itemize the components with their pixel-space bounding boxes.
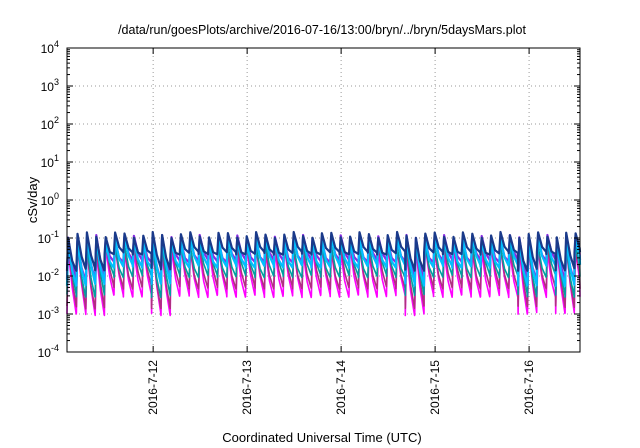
x-axis-label: Coordinated Universal Time (UTC) <box>222 430 421 445</box>
x-tick-label: 2016-7-16 <box>522 360 536 415</box>
x-tick-label: 2016-7-12 <box>146 360 160 415</box>
y-tick-label: 10-1 <box>38 229 59 246</box>
y-tick-label: 100 <box>41 191 59 208</box>
x-tick-label: 2016-7-13 <box>240 360 254 415</box>
y-axis: 10-4 10-3 10-2 10-1 100 101 102 103 104 <box>38 39 580 360</box>
y-tick-label: 102 <box>41 115 59 132</box>
x-tick-label: 2016-7-15 <box>428 360 442 415</box>
chart-title: /data/run/goesPlots/archive/2016-07-16/1… <box>118 23 526 37</box>
y-tick-label: 10-3 <box>38 305 59 322</box>
y-tick-label: 104 <box>41 39 59 56</box>
y-tick-label: 10-4 <box>38 343 59 360</box>
y-tick-label: 10-2 <box>38 267 59 284</box>
series-group <box>65 230 582 317</box>
series-line <box>65 230 582 272</box>
grid <box>67 48 580 352</box>
y-axis-label: cSv/day <box>25 176 40 223</box>
x-axis: 2016-7-12 2016-7-13 2016-7-14 2016-7-15 2016… <box>146 48 536 415</box>
y-tick-label: 101 <box>41 153 59 170</box>
x-tick-label: 2016-7-14 <box>334 360 348 415</box>
y-tick-label: 103 <box>41 77 59 94</box>
